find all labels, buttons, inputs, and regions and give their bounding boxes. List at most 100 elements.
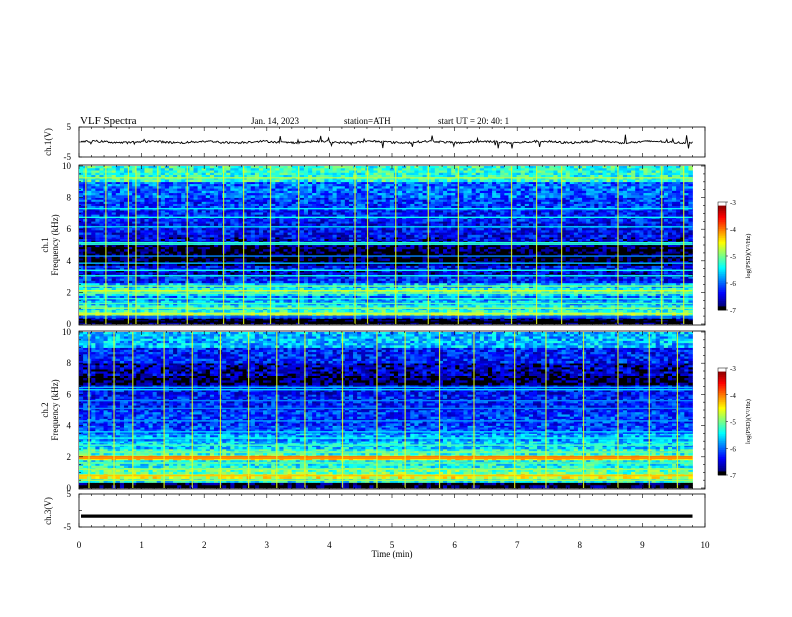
spectrogram-cell — [357, 251, 361, 254]
spectrogram-cell — [382, 279, 386, 281]
spectrogram-cell — [153, 305, 157, 308]
spectrogram-cell — [652, 318, 656, 320]
spectrogram-cell — [496, 258, 500, 261]
spectrogram-cell — [488, 310, 492, 313]
spectrogram-cell — [124, 296, 128, 299]
spectrogram-cell — [688, 247, 692, 249]
spectrogram-cell — [418, 283, 422, 286]
spectrogram-cell — [222, 296, 226, 299]
spectrogram-cell — [206, 305, 210, 308]
ch1-waveform-frame — [79, 127, 705, 157]
spectrogram-cell — [181, 279, 185, 281]
spectrogram-cell — [688, 281, 692, 283]
spectrogram-cell — [140, 310, 144, 313]
spectrogram-cell — [390, 310, 394, 313]
spectrogram-cell — [427, 310, 431, 313]
spectrogram-cell — [169, 277, 173, 279]
spectrogram-cell — [431, 272, 435, 274]
spectrogram-cell — [382, 296, 386, 299]
spectrogram-cell — [214, 310, 218, 313]
spectrogram-cell — [214, 251, 218, 254]
spectrogram-cell — [304, 279, 308, 281]
spectrogram-cell — [222, 277, 226, 279]
spectrogram-cell — [378, 288, 382, 291]
spectrogram-cell — [247, 277, 251, 279]
spectrogram-cell — [337, 272, 341, 274]
spectrogram-cell — [521, 251, 525, 254]
spectrogram-cell — [373, 281, 377, 283]
spectrogram-cell — [120, 300, 124, 303]
spectrogram-cell — [144, 288, 148, 291]
spectrogram-cell — [382, 283, 386, 286]
spectrogram-cell — [189, 296, 193, 299]
spectrogram-cell — [333, 258, 337, 261]
spectrogram-cell — [623, 300, 627, 303]
spectrogram-cell — [328, 251, 332, 254]
spectrogram-cell — [529, 300, 533, 303]
spectrogram-cell — [541, 305, 545, 308]
spectrogram-cell — [517, 258, 521, 261]
spectrogram-cell — [410, 305, 414, 308]
spectrogram-cell — [218, 318, 222, 320]
spectrogram-cell — [570, 300, 574, 303]
station-label: station=ATH — [344, 116, 391, 126]
ch2-spectrogram-ylabel-channel: ch.2 — [40, 402, 50, 417]
spectrogram-cell — [418, 318, 422, 320]
spectrogram-cell — [566, 283, 570, 286]
spectrogram-cell — [566, 277, 570, 279]
spectrogram-cell — [664, 266, 668, 269]
spectrogram-cell — [341, 251, 345, 254]
spectrogram-cell — [668, 310, 672, 313]
spectrogram-cell — [418, 272, 422, 274]
spectrogram-cell — [451, 288, 455, 291]
spectrogram-cell — [439, 300, 443, 303]
spectrogram-cell — [333, 283, 337, 286]
spectrogram-cell — [361, 247, 365, 249]
spectrogram-cell — [463, 283, 467, 286]
spectrogram-cell — [271, 296, 275, 299]
spectrogram-cell — [607, 279, 611, 281]
spectrogram-cell — [79, 247, 83, 249]
spectrogram-cell — [288, 251, 292, 254]
spectrogram-cell — [320, 300, 324, 303]
spectrogram-cell — [562, 281, 566, 283]
spectrogram-cell — [382, 251, 386, 254]
spectrogram-cell — [222, 251, 226, 254]
spectrogram-cell — [361, 251, 365, 254]
spectrogram-cell — [79, 300, 83, 303]
spectrogram-cell — [108, 288, 112, 291]
spectrogram-cell — [316, 288, 320, 291]
spectrogram-cell — [357, 300, 361, 303]
spectrogram-cell — [496, 279, 500, 281]
spectrogram-cell — [173, 251, 177, 254]
spectrogram-cell — [603, 305, 607, 308]
spectrogram-cell — [549, 277, 553, 279]
spectrogram-cell — [525, 279, 529, 281]
spectrogram-cell — [234, 288, 238, 291]
spectrogram-cell — [684, 258, 688, 261]
spectrogram-cell — [476, 300, 480, 303]
spectrogram-cell — [79, 272, 83, 274]
spectrogram-cell — [562, 247, 566, 249]
spectrogram-cell — [418, 258, 422, 261]
spectrogram-cell — [406, 283, 410, 286]
spectrogram-cell — [656, 281, 660, 283]
spectrogram-cell — [508, 247, 512, 249]
spectrogram-cell — [525, 277, 529, 279]
spectrogram-cell — [288, 305, 292, 308]
spectrogram-cell — [590, 258, 594, 261]
spectrogram-cell — [87, 305, 91, 308]
spectrogram-cell — [239, 318, 243, 320]
spectrogram-cell — [173, 318, 177, 320]
spectrogram-cell — [149, 318, 153, 320]
spectrogram-cell — [369, 279, 373, 281]
spectrogram-cell — [99, 249, 103, 251]
spectrogram-cell — [373, 283, 377, 286]
spectrogram-cell — [541, 296, 545, 299]
spectrogram-cell — [541, 251, 545, 254]
spectrogram-cell — [378, 305, 382, 308]
spectrogram-cell — [480, 300, 484, 303]
spectrogram-cell — [226, 266, 230, 269]
spectrogram-cell — [177, 251, 181, 254]
spectrogram-cell — [320, 279, 324, 281]
